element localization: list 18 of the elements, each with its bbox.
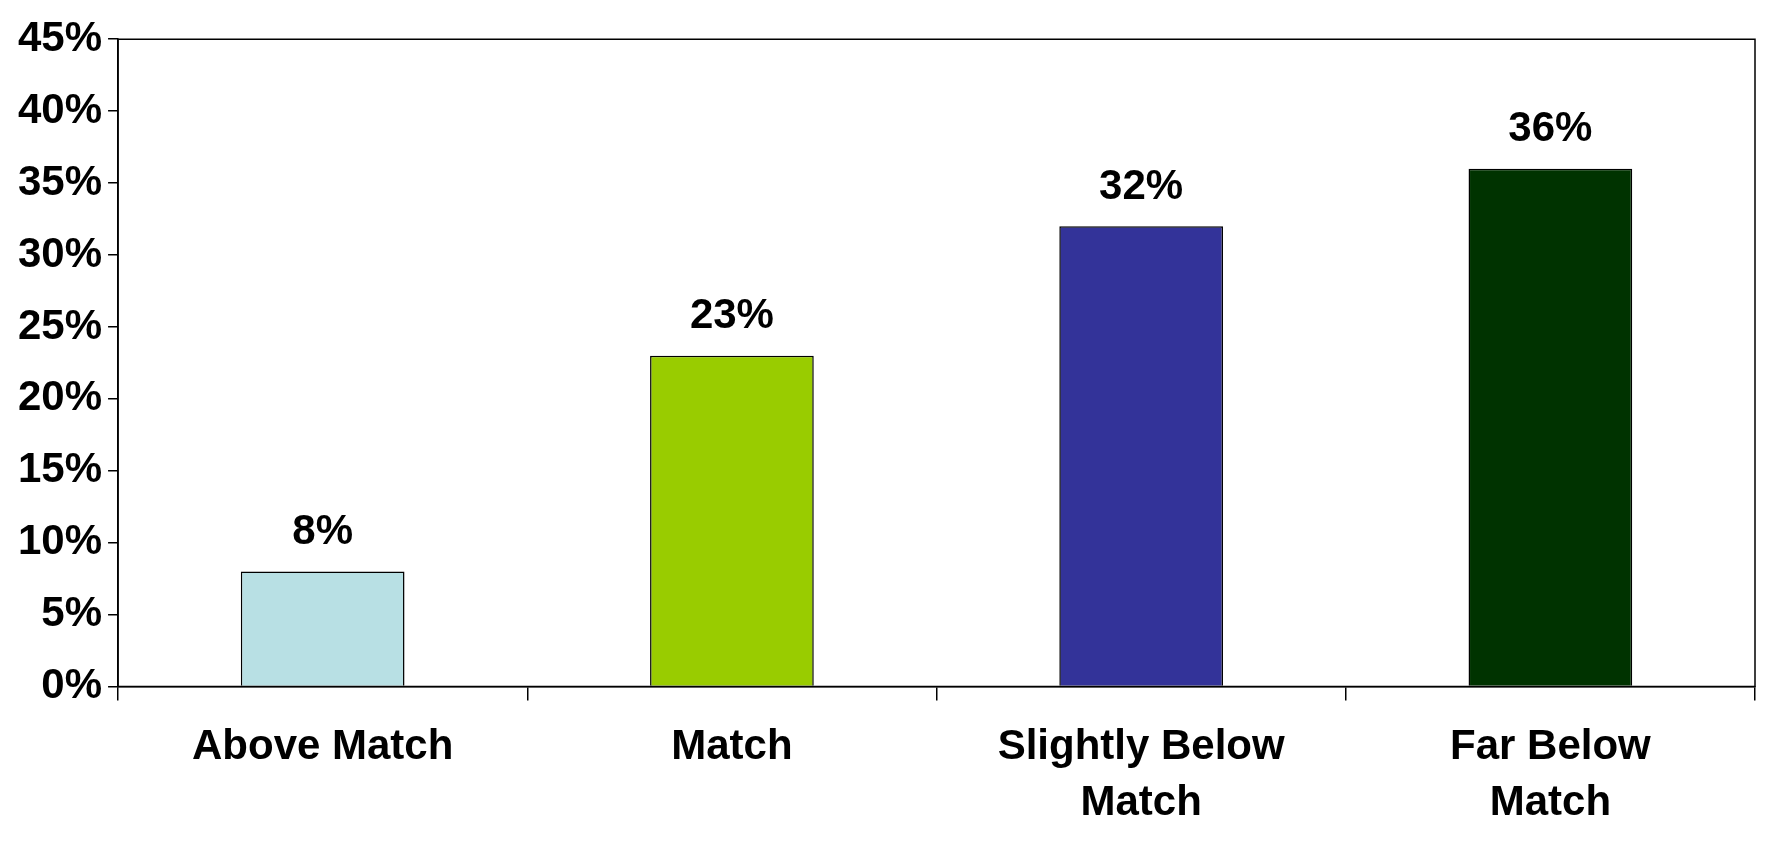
data-label: 8% <box>292 506 354 554</box>
y-tick-label: 45% <box>18 12 103 60</box>
x-tick-label: Slightly Below Match <box>997 720 1285 825</box>
y-tick-label: 15% <box>18 444 103 492</box>
y-tick-label: 25% <box>18 300 103 348</box>
data-label: 36% <box>1508 103 1593 151</box>
y-tick-label: 30% <box>18 228 103 276</box>
y-tick-label: 35% <box>18 156 103 204</box>
y-tick-label: 5% <box>41 588 103 636</box>
y-tick-label: 0% <box>41 660 103 708</box>
x-tick-label: Match <box>671 720 793 768</box>
x-tick-label: Far Below Match <box>1450 720 1652 825</box>
x-tick-label: Above Match <box>191 720 454 768</box>
y-tick-label: 10% <box>18 516 103 564</box>
y-tick-label: 40% <box>18 84 103 132</box>
data-label: 23% <box>689 290 774 338</box>
y-tick-label: 20% <box>18 372 103 420</box>
data-label: 32% <box>1099 160 1184 208</box>
